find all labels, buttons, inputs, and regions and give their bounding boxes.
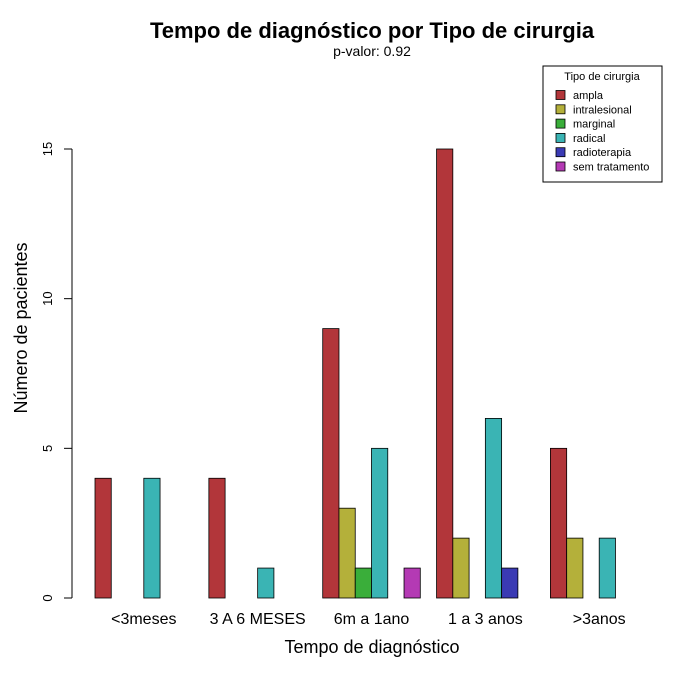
- bar-intralesional-3: [338, 507, 356, 599]
- bar-sem-tratamento-3: [403, 567, 421, 599]
- x-axis-label: Tempo de diagnóstico: [284, 637, 459, 657]
- legend-label-sem-tratamento: sem tratamento: [573, 162, 649, 174]
- legend-label-radioterapia: radioterapia: [573, 147, 632, 159]
- y-axis-label: Número de pacientes: [11, 242, 31, 413]
- legend-swatch-marginal: [555, 118, 566, 129]
- bar-radical-5: [598, 537, 616, 599]
- x-category-labels: <3meses 3 A 6 MESES 6m a 1ano 1 a 3 anos >3a…: [111, 611, 626, 628]
- y-tick-label: 0: [40, 594, 55, 601]
- bars-group: [94, 148, 616, 599]
- legend-label-intralesional: intralesional: [573, 104, 632, 116]
- x-category-label: <3meses: [111, 611, 176, 628]
- legend-swatch-radical: [555, 132, 566, 143]
- bar-radical-3: [371, 447, 389, 599]
- legend-swatch-radioterapia: [555, 147, 566, 158]
- legend-label-ampla: ampla: [573, 90, 604, 102]
- legend-swatch-ampla: [555, 90, 566, 100]
- bar-ampla-1: [94, 477, 112, 599]
- y-axis: 0 5 10 15: [40, 142, 73, 602]
- chart-title: Tempo de diagnóstico por Tipo de cirurgi…: [150, 18, 595, 43]
- y-tick-label: 5: [40, 445, 55, 452]
- x-category-label: 1 a 3 anos: [448, 611, 523, 628]
- bar-radical-2: [257, 567, 275, 599]
- legend-items: ampla intralesional marginal radical radiote…: [555, 90, 649, 174]
- chart-subtitle: p-valor: 0.92: [333, 43, 411, 59]
- bar-intralesional-4: [452, 537, 470, 599]
- legend-label-marginal: marginal: [573, 119, 615, 131]
- bar-ampla-3: [322, 328, 340, 599]
- bar-radical-4: [484, 417, 503, 599]
- bar-ampla-2: [208, 477, 226, 599]
- bar-marginal-3: [354, 567, 372, 599]
- x-category-label: 6m a 1ano: [334, 611, 410, 628]
- bar-radical-1: [143, 477, 161, 599]
- x-category-label: 3 A 6 MESES: [210, 611, 306, 628]
- y-tick-label: 10: [40, 291, 55, 305]
- legend: Tipo de cirurgia ampla intralesional margi…: [542, 65, 663, 183]
- bar-ampla-4: [436, 148, 454, 599]
- x-category-label: >3anos: [573, 611, 626, 628]
- bar-radioterapia-4: [501, 567, 519, 599]
- legend-label-radical: radical: [573, 133, 605, 145]
- legend-title: Tipo de cirurgia: [564, 71, 640, 83]
- bar-ampla-5: [550, 447, 568, 599]
- legend-swatch-intralesional: [555, 104, 566, 115]
- bar-intralesional-5: [566, 537, 584, 599]
- legend-swatch-sem-tratamento: [555, 161, 566, 172]
- y-tick-label: 15: [40, 142, 55, 156]
